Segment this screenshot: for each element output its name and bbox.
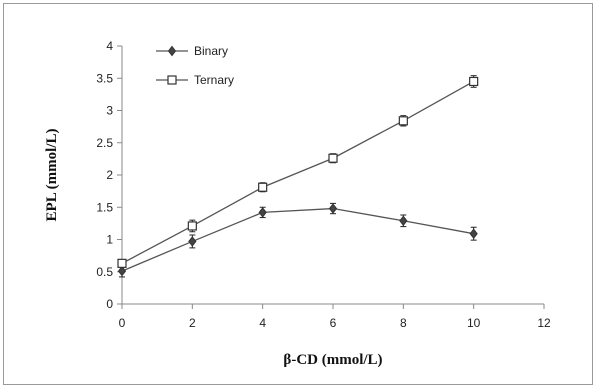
y-tick-label: 3 bbox=[106, 104, 113, 118]
data-point-binary bbox=[469, 228, 478, 240]
x-tick-label: 4 bbox=[259, 316, 266, 330]
series-layer bbox=[117, 75, 479, 278]
data-point-binary bbox=[117, 265, 127, 277]
y-tick-label: 1.5 bbox=[96, 200, 113, 214]
data-point-ternary bbox=[258, 182, 268, 192]
y-tick-label: 2.5 bbox=[96, 136, 113, 150]
x-tick-label: 10 bbox=[467, 316, 481, 330]
y-tick-label: 4 bbox=[106, 39, 113, 53]
x-axis-title: β-CD (mmol/L) bbox=[283, 352, 382, 368]
data-point-ternary bbox=[328, 153, 338, 163]
axes: 0 0.5 1 1.5 2 2.5 3 3.5 4 0 2 4 6 8 10 12 bbox=[96, 39, 551, 330]
legend: Binary Ternary bbox=[156, 44, 234, 87]
y-tick-label: 1 bbox=[106, 233, 113, 247]
x-tick-label: 12 bbox=[537, 316, 551, 330]
legend-label-binary: Binary bbox=[194, 44, 228, 58]
y-tick-label: 0 bbox=[106, 297, 113, 311]
y-tick-label: 3.5 bbox=[96, 71, 113, 85]
series-binary bbox=[117, 202, 478, 278]
legend-marker-binary bbox=[167, 45, 177, 57]
legend-marker-ternary bbox=[167, 75, 177, 85]
legend-label-ternary: Ternary bbox=[194, 73, 234, 87]
y-axis-title: EPL (mmol/L) bbox=[44, 129, 60, 222]
x-tick-label: 6 bbox=[330, 316, 337, 330]
x-tick-label: 0 bbox=[119, 316, 126, 330]
series-ternary bbox=[117, 75, 479, 268]
data-point-binary bbox=[258, 207, 267, 218]
chart-frame: 0 0.5 1 1.5 2 2.5 3 3.5 4 0 2 4 6 8 10 12 Binary Ternary… bbox=[3, 3, 593, 385]
data-point-binary bbox=[188, 236, 197, 247]
chart: 0 0.5 1 1.5 2 2.5 3 3.5 4 0 2 4 6 8 10 12 Binary Ternary… bbox=[44, 39, 551, 368]
data-point-ternary bbox=[398, 116, 408, 126]
data-point-ternary bbox=[187, 221, 197, 231]
data-point-binary bbox=[399, 215, 408, 227]
y-tick-label: 0.5 bbox=[96, 265, 113, 279]
x-tick-label: 2 bbox=[189, 316, 196, 330]
series-line-ternary bbox=[121, 80, 474, 264]
data-point-binary bbox=[328, 203, 338, 214]
y-tick-label: 2 bbox=[106, 168, 113, 182]
data-point-ternary bbox=[117, 258, 127, 268]
series-line-binary bbox=[121, 207, 474, 272]
data-point-ternary bbox=[469, 76, 479, 87]
x-tick-label: 8 bbox=[400, 316, 407, 330]
